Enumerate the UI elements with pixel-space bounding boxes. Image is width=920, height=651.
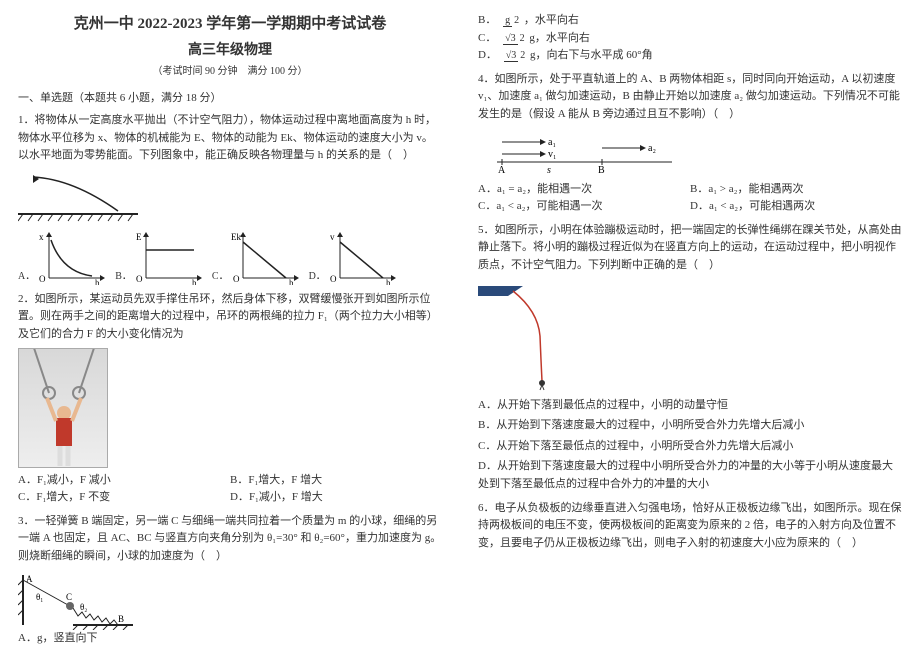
q1-optB-label: B． (115, 269, 132, 285)
svg-text:O: O (330, 274, 337, 284)
q4-optC: C．a₁ < a₂，可能相遇一次 (478, 198, 690, 216)
svg-text:h: h (95, 278, 100, 285)
q3-text: 3．一轻弹簧 B 端固定，另一端 C 与细绳一端共同拉着一个质量为 m 的小球，… (18, 513, 442, 566)
q2-optD: D．F₁减小，F 增大 (230, 489, 442, 507)
q3-diagram: A B C θ₁ θ₂ (18, 570, 138, 630)
svg-text:O: O (39, 274, 46, 284)
svg-text:C: C (66, 592, 72, 602)
svg-text:O: O (136, 274, 143, 284)
svg-text:B: B (118, 614, 124, 624)
svg-text:a₂: a₂ (648, 143, 656, 154)
q3-optC-pre: C． (478, 32, 496, 44)
svg-text:v: v (330, 232, 335, 242)
svg-text:A: A (26, 574, 33, 584)
question-3: 3．一轻弹簧 B 端固定，另一端 C 与细绳一端共同拉着一个质量为 m 的小球，… (18, 513, 442, 647)
q3-optC: C． √32 g，水平向右 (478, 30, 902, 48)
svg-text:Ek: Ek (231, 232, 241, 242)
q3-optC-post: g，水平向右 (529, 32, 590, 44)
q5-optD: D．从开始到下落速度最大的过程中小明所受合外力的冲量的大小等于小明从速度最大处到… (478, 458, 902, 493)
svg-text:B: B (598, 165, 605, 175)
question-6: 6．电子从负极板的边缘垂直进入匀强电场，恰好从正极板边缘飞出，如图所示。现在保持… (478, 500, 902, 553)
q2-optC: C．F₁增大，F 不变 (18, 489, 230, 507)
q1-optD-label: D． (309, 269, 326, 285)
q1-opt-c: C． Ek O h (212, 230, 301, 285)
question-2: 2．如图所示，某运动员先双手撑住吊环，然后身体下移，双臂缓慢张开到如图所示位置。… (18, 291, 442, 507)
frac-den2: 2 (518, 33, 527, 44)
q1-opt-d: D． v O h (309, 230, 398, 285)
question-5: 5．如图所示，小明在体验蹦极运动时，把一端固定的长弹性绳绑在踝关节处，从高处由静… (478, 222, 902, 494)
svg-text:θ₂: θ₂ (80, 602, 87, 612)
svg-text:s: s (547, 165, 551, 175)
q3-optB-post: ，水平向右 (524, 14, 579, 26)
q1-projectile-diagram (18, 169, 138, 224)
frac-den3: 2 (518, 50, 527, 61)
q3-optA: A．g，竖直向下 (18, 630, 442, 648)
q1-opt-a: A． x O h (18, 230, 107, 285)
question-1: 1．将物体从一定高度水平抛出（不计空气阻力），物体运动过程中离地面高度为 h 时… (18, 112, 442, 285)
q4-diagram: a₁ v₁ a₂ A s B (482, 130, 902, 175)
q1-optC-label: C． (212, 269, 229, 285)
q2-optA: A．F₁减小，F 减小 (18, 472, 230, 490)
frac-num: g (503, 15, 512, 27)
q2-gymnast-image (18, 348, 108, 468)
svg-text:h: h (386, 278, 391, 285)
svg-text:h: h (192, 278, 197, 285)
q2-text: 2．如图所示，某运动员先双手撑住吊环，然后身体下移，双臂缓慢张开到如图所示位置。… (18, 291, 442, 344)
q5-optB: B．从开始到下落速度最大的过程中，小明所受合外力先增大后减小 (478, 417, 902, 435)
frac-num3: √3 (504, 50, 519, 62)
svg-text:O: O (233, 274, 240, 284)
q4-optD: D．a₁ < a₂，可能相遇两次 (690, 198, 902, 216)
q1-graph-d: v O h (328, 230, 398, 285)
exam-title-sub: 高三年级物理 (18, 40, 442, 62)
q5-diagram (478, 281, 618, 391)
q3-optB: B． g2 ，水平向右 (478, 12, 902, 30)
exam-info: （考试时间 90 分钟 满分 100 分） (18, 64, 442, 80)
q4-options: A．a₁ = a₂，能相遇一次 B．a₁ > a₂，能相遇两次 C．a₁ < a… (478, 181, 902, 216)
q1-graph-a: x O h (37, 230, 107, 285)
q5-optA: A．从开始下落到最低点的过程中，小明的动量守恒 (478, 397, 902, 415)
svg-text:E: E (136, 232, 142, 242)
right-column: B． g2 ，水平向右 C． √32 g，水平向右 D． √32 g，向右下与水… (460, 0, 920, 651)
left-column: 克州一中 2022-2023 学年第一学期期中考试试卷 高三年级物理 （考试时间… (0, 0, 460, 651)
svg-text:x: x (39, 232, 44, 242)
q2-options: A．F₁减小，F 减小 B．F₁增大，F 增大 C．F₁增大，F 不变 D．F₁… (18, 472, 442, 507)
q6-text: 6．电子从负极板的边缘垂直进入匀强电场，恰好从正极板边缘飞出，如图所示。现在保持… (478, 500, 902, 553)
exam-title-main: 克州一中 2022-2023 学年第一学期期中考试试卷 (18, 12, 442, 36)
svg-text:θ₁: θ₁ (36, 592, 43, 602)
q3-optD-pre: D． (478, 49, 497, 61)
q5-text: 5．如图所示，小明在体验蹦极运动时，把一端固定的长弹性绳绑在踝关节处，从高处由静… (478, 222, 902, 275)
q2-optB: B．F₁增大，F 增大 (230, 472, 442, 490)
q1-options-row: A． x O h B． E O h (18, 230, 442, 285)
q4-text: 4．如图所示，处于平直轨道上的 A、B 两物体相距 s，同时同向开始运动，A 以… (478, 71, 902, 124)
svg-text:v₁: v₁ (548, 149, 557, 160)
section1-head: 一、单选题（本题共 6 小题，满分 18 分） (18, 90, 442, 108)
q4-optB: B．a₁ > a₂，能相遇两次 (690, 181, 902, 199)
q4-optA: A．a₁ = a₂，能相遇一次 (478, 181, 690, 199)
svg-text:A: A (498, 165, 506, 175)
q1-text: 1．将物体从一定高度水平抛出（不计空气阻力），物体运动过程中离地面高度为 h 时… (18, 112, 442, 165)
q1-opt-b: B． E O h (115, 230, 204, 285)
q1-graph-c: Ek O h (231, 230, 301, 285)
q1-optA-label: A． (18, 269, 35, 285)
frac-den: 2 (512, 15, 521, 26)
q3-optD: D． √32 g，向右下与水平成 60°角 (478, 47, 902, 65)
svg-text:h: h (289, 278, 294, 285)
q1-graph-b: E O h (134, 230, 204, 285)
question-4: 4．如图所示，处于平直轨道上的 A、B 两物体相距 s，同时同向开始运动，A 以… (478, 71, 902, 216)
frac-num2: √3 (503, 33, 518, 45)
q3-optB-pre: B． (478, 14, 496, 26)
svg-text:a₁: a₁ (548, 137, 556, 148)
q5-optC: C．从开始下落至最低点的过程中，小明所受合外力先增大后减小 (478, 438, 902, 456)
q3-optD-post: g，向右下与水平成 60°角 (530, 49, 653, 61)
q3-opts-cont: B． g2 ，水平向右 C． √32 g，水平向右 D． √32 g，向右下与水… (478, 12, 902, 65)
